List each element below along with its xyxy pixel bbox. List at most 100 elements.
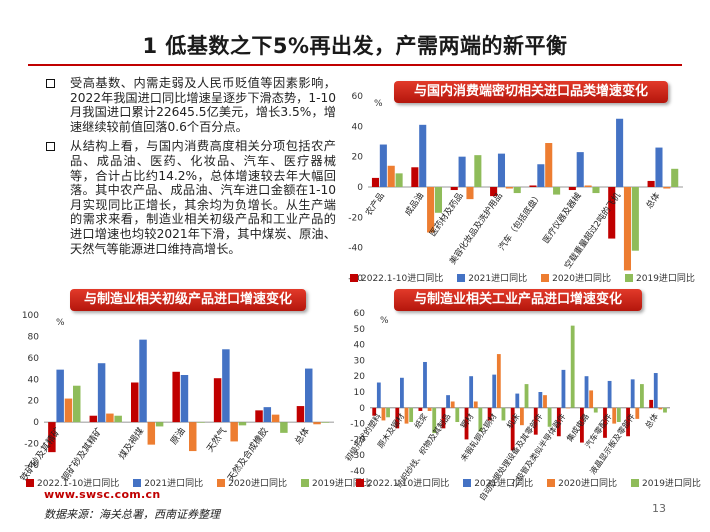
y-tick-label: 0 bbox=[357, 183, 363, 193]
bar bbox=[623, 187, 632, 271]
bar bbox=[492, 374, 497, 408]
y-tick-label: 40 bbox=[352, 122, 364, 132]
bar bbox=[180, 375, 189, 423]
y-tick-label: 20 bbox=[354, 372, 366, 382]
bar bbox=[155, 422, 164, 427]
bar bbox=[474, 155, 482, 187]
legend-item: 2022.1-10进口同比 bbox=[350, 271, 443, 284]
legend-item: 2019进口同比 bbox=[301, 476, 371, 489]
y-tick-label: 50 bbox=[354, 325, 366, 335]
website-link[interactable]: www.swsc.com.cn bbox=[44, 488, 161, 501]
bar bbox=[556, 407, 561, 437]
bar bbox=[464, 407, 469, 440]
bar bbox=[230, 422, 238, 442]
y-tick-label: 0 bbox=[33, 418, 39, 428]
bar bbox=[589, 390, 594, 408]
bar bbox=[197, 422, 205, 423]
bar bbox=[296, 406, 305, 423]
bar bbox=[497, 153, 506, 187]
legend-swatch bbox=[457, 273, 466, 282]
legend-swatch bbox=[625, 273, 634, 282]
bar bbox=[404, 407, 409, 424]
legend-item: 2019进口同比 bbox=[625, 271, 695, 284]
bar bbox=[545, 143, 553, 187]
bar bbox=[626, 407, 630, 437]
legend-label: 2022.1-10进口同比 bbox=[367, 479, 450, 489]
category-label: 钢材 bbox=[458, 411, 475, 430]
y-tick-label: -40 bbox=[24, 461, 39, 471]
bar bbox=[566, 407, 570, 409]
bar bbox=[238, 422, 247, 426]
consumer-chart-banner: 与国内消费端密切相关进口品类增速变化 bbox=[394, 81, 668, 103]
legend-item: 2020进口同比 bbox=[541, 271, 611, 284]
bar bbox=[553, 187, 561, 195]
bar bbox=[473, 401, 478, 408]
y-tick-label: -30 bbox=[350, 451, 365, 461]
y-tick-label: 0 bbox=[359, 404, 365, 414]
legend-label: 2021进口同比 bbox=[144, 479, 204, 489]
legend-label: 2022.1-10进口同比 bbox=[361, 274, 444, 284]
bar bbox=[490, 187, 498, 197]
bar bbox=[592, 187, 600, 194]
category-label: 总体 bbox=[644, 190, 663, 211]
y-tick-label: 40 bbox=[28, 375, 40, 385]
y-tick-label: 60 bbox=[354, 309, 366, 319]
y-tick-label: 60 bbox=[352, 92, 364, 102]
consumer-chart: 6040200-20-40-60%农产品成品油医药材及药品美容化妆品及洗护用品汽… bbox=[348, 92, 683, 284]
legend-label: 2022.1-10进口同比 bbox=[37, 479, 120, 489]
bar bbox=[649, 399, 654, 408]
bar bbox=[450, 187, 458, 191]
bar bbox=[501, 407, 506, 421]
bar bbox=[537, 164, 545, 187]
bar bbox=[455, 407, 460, 423]
bar bbox=[580, 407, 584, 443]
bar bbox=[172, 371, 180, 423]
bar bbox=[538, 392, 543, 408]
legend-swatch bbox=[217, 478, 226, 487]
bar bbox=[608, 187, 616, 239]
bar bbox=[466, 187, 474, 200]
bar bbox=[321, 422, 330, 423]
bar bbox=[106, 413, 114, 423]
bar bbox=[73, 385, 81, 423]
bar bbox=[386, 407, 390, 418]
legend-swatch bbox=[350, 273, 358, 282]
primary-products-chart: 100 80 60 40 20 0 -20 -40% 铁矿砂及其精矿铜矿砂及其精矿 煤及褐煤 原油天… bbox=[17, 311, 334, 484]
bar bbox=[379, 144, 387, 187]
bar bbox=[450, 401, 455, 408]
y-tick-label: -20 bbox=[350, 435, 365, 445]
legend-label: 2021进口同比 bbox=[468, 274, 528, 284]
bar bbox=[147, 422, 156, 445]
bar bbox=[381, 407, 386, 421]
category-label: 原油 bbox=[168, 425, 188, 447]
bar bbox=[131, 382, 139, 423]
legend-swatch bbox=[631, 478, 640, 487]
bar bbox=[409, 407, 414, 423]
bar bbox=[427, 187, 435, 233]
category-label: 机床 bbox=[504, 411, 521, 430]
unit-label: % bbox=[56, 318, 65, 328]
bar bbox=[487, 407, 492, 421]
bar bbox=[505, 187, 513, 189]
bar bbox=[213, 378, 222, 423]
bar bbox=[647, 180, 655, 187]
bar bbox=[658, 407, 663, 410]
bar bbox=[612, 407, 617, 424]
bar bbox=[478, 407, 483, 432]
legend-item: 2021进口同比 bbox=[457, 271, 527, 284]
legend-item: 2021进口同比 bbox=[463, 476, 533, 489]
legend-swatch bbox=[301, 478, 310, 487]
category-label: 成品油 bbox=[403, 191, 427, 218]
bar bbox=[89, 415, 98, 423]
legend-label: 2020进口同比 bbox=[558, 479, 618, 489]
source-note: 数据来源：海关总署，西南证券整理 bbox=[44, 508, 220, 521]
bar bbox=[419, 124, 427, 187]
legend-swatch bbox=[547, 478, 556, 487]
primary-chart-banner: 与制造业相关初级产品进口增速变化 bbox=[70, 289, 306, 311]
legend-swatch bbox=[133, 478, 142, 487]
bar bbox=[543, 395, 547, 408]
bar bbox=[56, 369, 64, 423]
bar bbox=[395, 173, 403, 187]
unit-label: % bbox=[374, 99, 383, 109]
